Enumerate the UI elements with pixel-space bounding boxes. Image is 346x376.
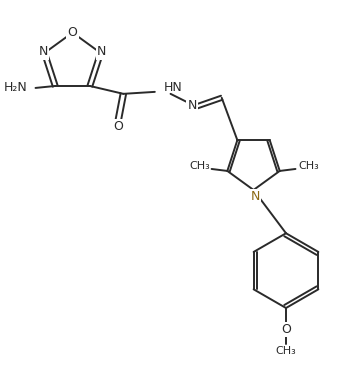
Text: O: O [113, 120, 124, 133]
Text: CH₃: CH₃ [189, 161, 210, 171]
Text: O: O [67, 26, 78, 39]
Text: CH₃: CH₃ [276, 346, 297, 356]
Text: CH₃: CH₃ [299, 161, 320, 171]
Text: N: N [188, 99, 197, 112]
Text: O: O [281, 323, 291, 336]
Text: N: N [97, 45, 106, 59]
Text: N: N [39, 45, 48, 59]
Text: HN: HN [164, 82, 182, 94]
Text: N: N [251, 190, 260, 203]
Text: H₂N: H₂N [4, 82, 28, 94]
